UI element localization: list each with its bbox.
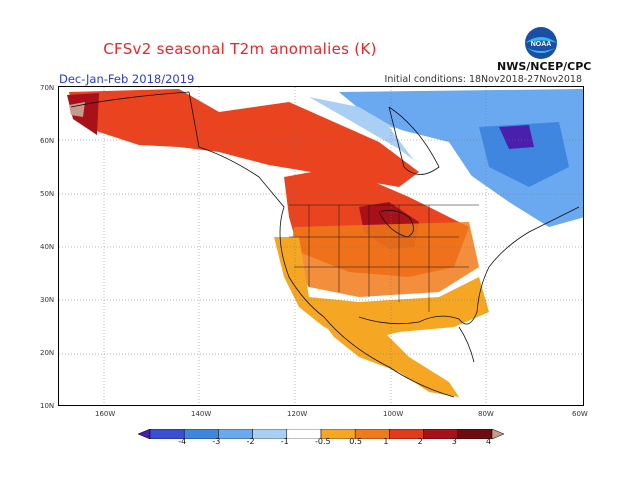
anomaly-map [59, 87, 583, 405]
lon-label-60w: 60W [572, 410, 588, 418]
lat-label-10n: 10N [40, 402, 55, 410]
lat-label-20n: 20N [40, 349, 55, 357]
lat-label-50n: 50N [40, 190, 55, 198]
field-hot-alaska-tip [69, 102, 85, 117]
colorbar-label: -0.5 [315, 437, 331, 446]
noaa-logo: NOAA [525, 27, 557, 59]
lat-label-70n: 70N [40, 84, 55, 92]
agency-label: NWS/NCEP/CPC [497, 60, 592, 73]
colorbar-segment-min [138, 429, 151, 439]
field-light-warm-south [274, 237, 489, 342]
colorbar-label: 4 [486, 437, 492, 446]
colorbar-label: 0.5 [349, 437, 362, 446]
field-warm-alaska [69, 89, 419, 187]
borders [289, 204, 479, 312]
colorbar-label: -3 [212, 437, 221, 446]
lon-label-160w: 160W [95, 410, 116, 418]
season-label: Dec-Jan-Feb 2018/2019 [59, 72, 195, 86]
map-title: CFSv2 seasonal T2m anomalies (K) [103, 40, 377, 58]
field-light-warm-mexico [319, 317, 459, 397]
colorbar-label: -4 [178, 437, 187, 446]
coastlines [70, 91, 580, 398]
field-mod-warm-us [289, 222, 479, 297]
colorbar-label: 2 [417, 437, 423, 446]
initial-conditions-label: Initial conditions: 18Nov2018-27Nov2018 [384, 74, 582, 85]
lon-label-100w: 100W [383, 410, 404, 418]
field-cold-hudson [339, 89, 583, 227]
field-colder-east [479, 122, 569, 187]
anomaly-fields [67, 89, 583, 397]
graticule [59, 87, 583, 405]
field-coldest-labrador [499, 125, 534, 149]
lat-label-40n: 40N [40, 243, 55, 251]
colorbar-label: 3 [451, 437, 457, 446]
colorbar-label: 1 [383, 437, 389, 446]
lat-label-60n: 60N [40, 137, 55, 145]
noaa-logo-text: NOAA [531, 41, 552, 48]
field-neutral-hudson [389, 127, 479, 197]
lon-label-140w: 140W [191, 410, 212, 418]
colorbar [138, 429, 504, 439]
lat-label-30n: 30N [40, 296, 55, 304]
colorbar-label: -1 [280, 437, 289, 446]
lon-label-120w: 120W [287, 410, 308, 418]
lon-label-80w: 80W [478, 410, 494, 418]
colorbar-label: -2 [246, 437, 255, 446]
colorbar-segment-max [491, 429, 504, 439]
map-panel [58, 86, 584, 406]
